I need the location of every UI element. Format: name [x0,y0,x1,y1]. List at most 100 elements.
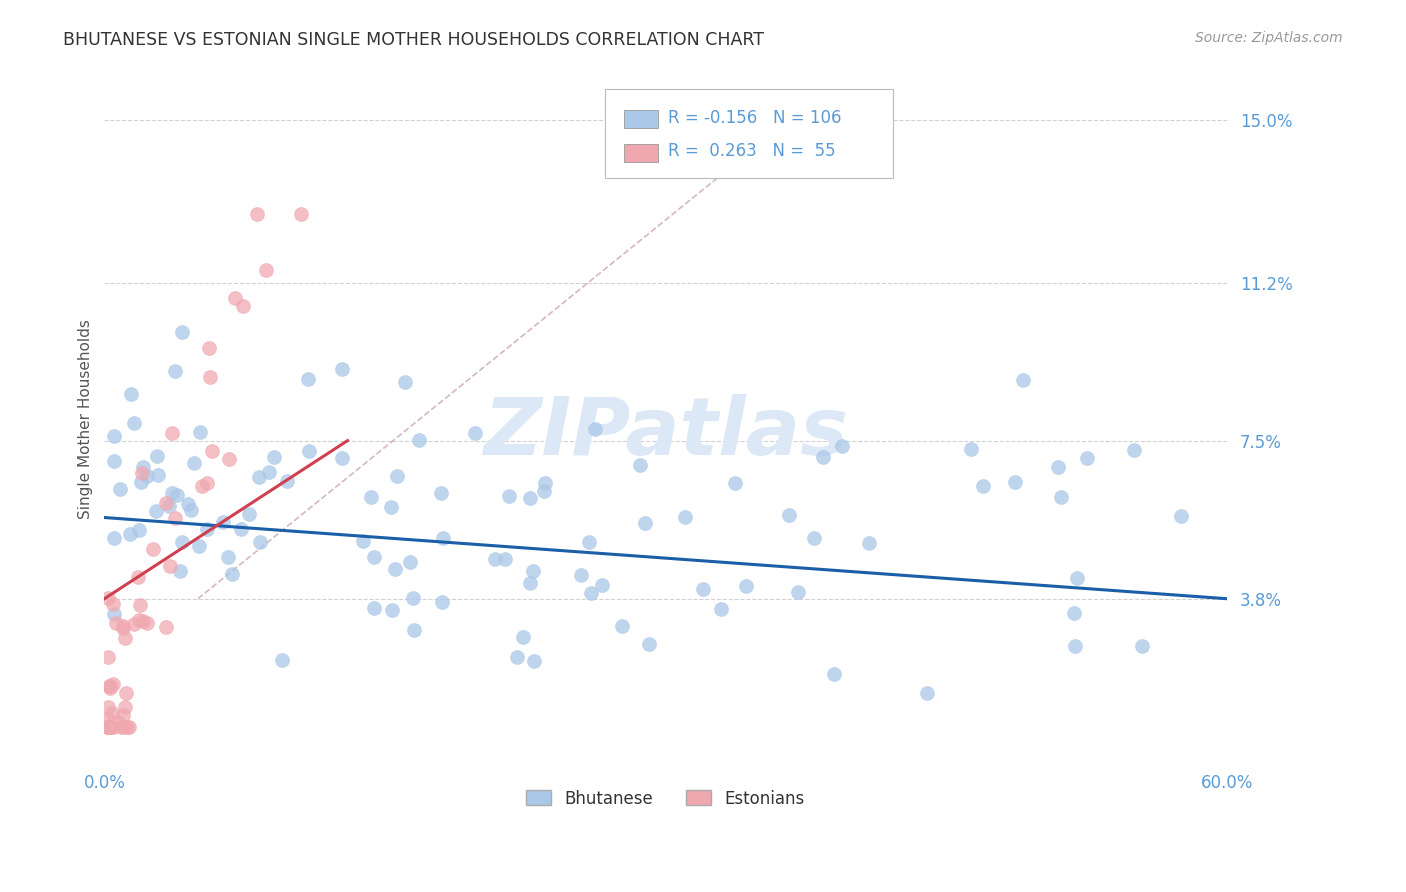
Point [523,654,546,668]
Point [155,620,177,634]
Point [401,591,423,605]
Point [232,299,254,313]
Point [247,470,270,484]
Point [330,451,353,466]
Point [120,526,142,541]
Point [673,509,696,524]
Point [823,667,845,681]
Point [221,567,243,582]
Text: Source: ZipAtlas.com: Source: ZipAtlas.com [1195,31,1343,45]
Point [257,465,280,479]
Point [363,601,385,615]
Point [117,720,139,734]
Point [145,503,167,517]
Point [112,720,135,734]
Point [169,564,191,578]
Point [98,679,121,693]
Point [97,700,120,714]
Point [917,686,939,700]
Point [101,706,124,721]
Point [101,676,124,690]
Point [352,533,374,548]
Point [610,619,633,633]
Point [831,439,853,453]
Point [498,489,520,503]
Point [249,534,271,549]
Point [142,542,165,557]
Point [198,370,221,384]
Point [387,469,409,483]
Text: R = -0.156   N = 106: R = -0.156 N = 106 [668,109,841,127]
Point [135,469,157,483]
Point [128,598,150,612]
Point [198,341,221,355]
Point [103,429,125,443]
Point [404,623,426,637]
Point [1049,491,1071,505]
Point [432,595,454,609]
Point [330,362,353,376]
Point [118,720,141,734]
Point [803,531,825,545]
Point [628,458,651,473]
Point [583,422,606,436]
Point [432,531,454,545]
Point [129,475,152,490]
Point [710,602,733,616]
Point [103,454,125,468]
Point [271,653,294,667]
Point [533,484,555,499]
Text: ZIPatlas: ZIPatlas [484,394,848,472]
Point [1130,639,1153,653]
Point [166,488,188,502]
Point [430,486,453,500]
Point [591,578,613,592]
Point [506,649,529,664]
Point [263,450,285,465]
Point [183,456,205,470]
Point [148,467,170,482]
Point [188,425,211,440]
Point [97,720,120,734]
Point [98,681,121,696]
Point [97,720,120,734]
Point [131,459,153,474]
Point [254,263,277,277]
Point [394,376,416,390]
Point [1122,442,1144,457]
Point [122,616,145,631]
Y-axis label: Single Mother Households: Single Mother Households [79,319,93,519]
Point [128,613,150,627]
Point [276,474,298,488]
Text: R =  0.263   N =  55: R = 0.263 N = 55 [668,143,835,161]
Point [381,602,404,616]
Point [97,712,120,726]
Point [97,720,120,734]
Point [398,555,420,569]
Point [128,524,150,538]
Point [155,496,177,510]
Point [569,568,592,582]
Point [217,550,239,565]
Point [187,539,209,553]
Point [380,500,402,515]
Point [122,416,145,430]
Point [519,575,541,590]
Point [132,614,155,628]
Point [97,679,120,693]
Point [245,207,267,221]
Point [195,476,218,491]
Point [692,582,714,596]
Point [1063,607,1085,621]
Point [201,444,224,458]
Point [114,631,136,645]
Point [145,449,167,463]
Point [160,486,183,500]
Point [634,516,657,530]
Point [136,615,159,630]
Point [811,450,834,465]
Point [163,511,186,525]
Point [165,364,187,378]
Point [778,508,800,522]
Point [97,649,120,664]
